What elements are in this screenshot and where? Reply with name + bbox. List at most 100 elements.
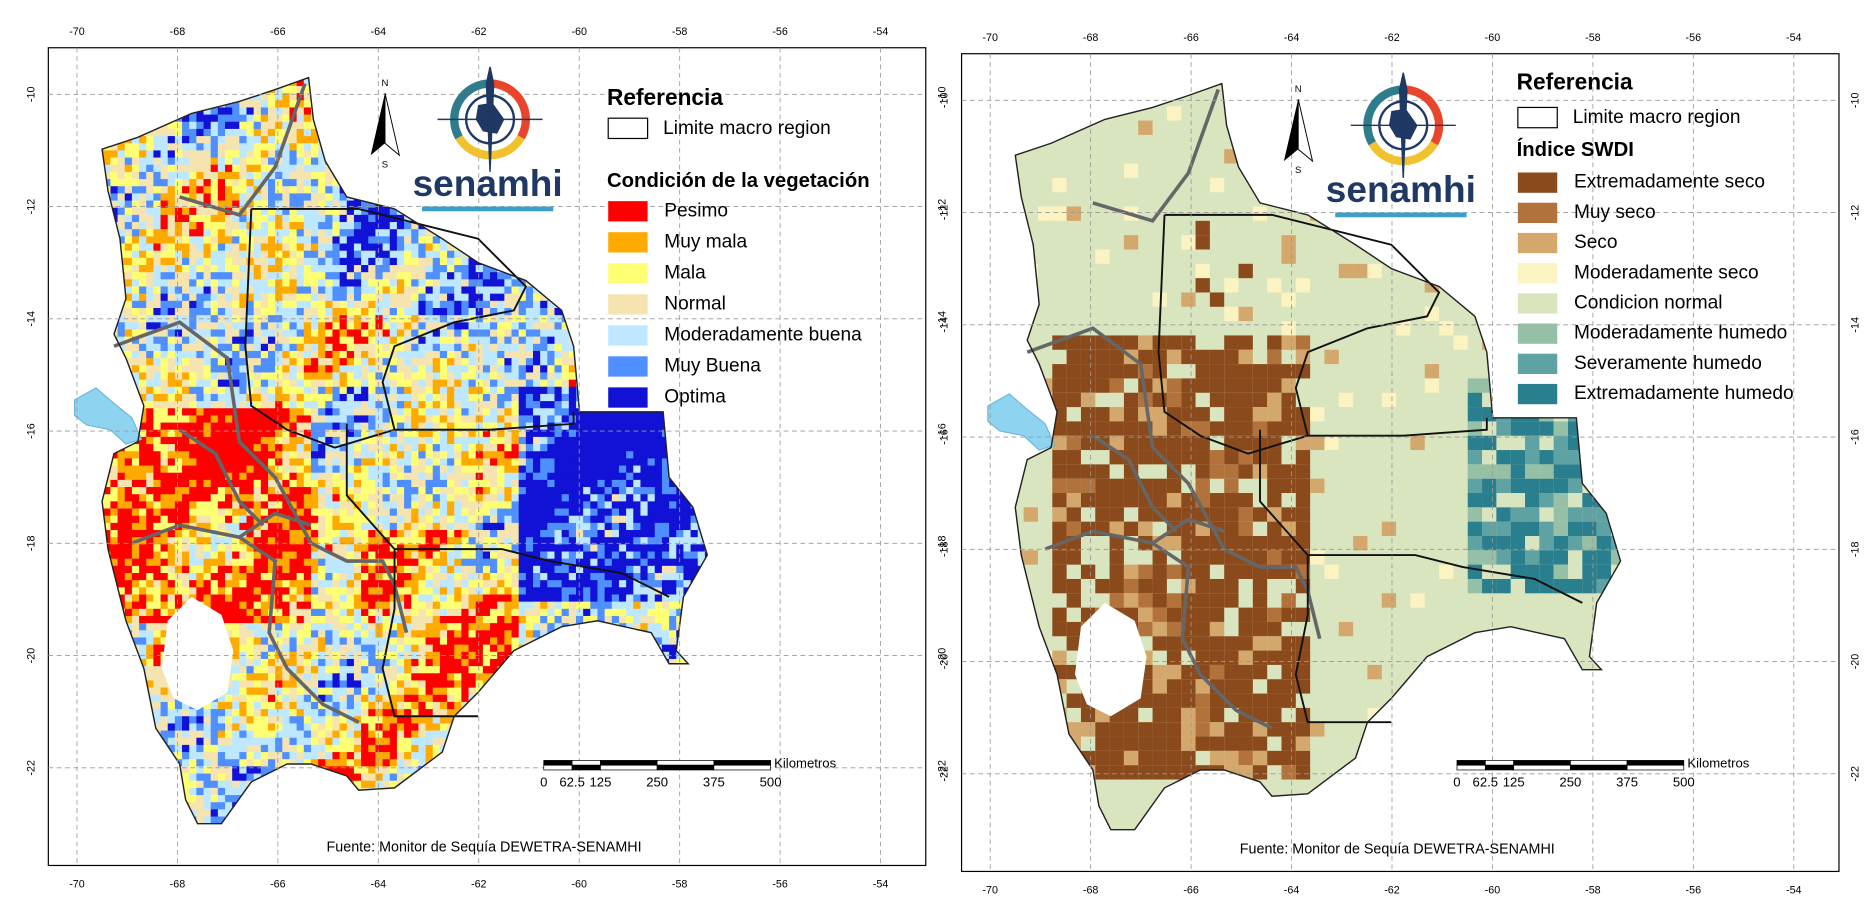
raster-cell bbox=[246, 200, 255, 209]
raster-cell bbox=[325, 422, 333, 431]
raster-cell bbox=[225, 386, 233, 395]
raster-cell bbox=[633, 415, 641, 424]
raster-cell bbox=[318, 393, 326, 402]
raster-cell bbox=[525, 401, 534, 409]
raster-cell bbox=[267, 265, 276, 273]
raster-cell bbox=[411, 408, 419, 416]
raster-cell bbox=[260, 329, 269, 338]
raster-cell bbox=[303, 236, 312, 245]
raster-cell bbox=[124, 465, 133, 474]
raster-cell bbox=[504, 422, 512, 431]
raster-cell bbox=[647, 465, 656, 474]
raster-cell bbox=[260, 186, 269, 194]
raster-cell bbox=[626, 451, 634, 459]
raster-cell bbox=[246, 365, 255, 373]
raster-cell bbox=[182, 250, 190, 259]
raster-cell bbox=[153, 465, 162, 474]
raster-cell bbox=[461, 422, 470, 431]
raster-cell bbox=[396, 336, 405, 345]
raster-cell bbox=[103, 164, 111, 173]
raster-cell bbox=[139, 207, 147, 216]
raster-cell bbox=[131, 200, 140, 209]
raster-cell bbox=[182, 422, 190, 431]
raster-cell bbox=[196, 236, 205, 245]
raster-cell bbox=[303, 157, 312, 166]
raster-cell bbox=[139, 322, 147, 330]
raster-cell bbox=[282, 121, 290, 130]
raster-cell bbox=[533, 358, 541, 366]
raster-cell bbox=[318, 272, 326, 280]
raster-cell bbox=[325, 315, 333, 323]
raster-cell bbox=[303, 401, 312, 409]
raster-cell bbox=[260, 207, 269, 216]
raster-cell bbox=[418, 343, 427, 352]
raster-cell bbox=[225, 444, 233, 452]
raster-cell bbox=[146, 286, 154, 295]
raster-cell bbox=[217, 200, 226, 209]
raster-cell bbox=[167, 164, 176, 173]
raster-cell bbox=[246, 150, 255, 159]
raster-cell bbox=[375, 458, 384, 467]
raster-cell bbox=[289, 250, 298, 259]
raster-cell bbox=[382, 372, 391, 381]
raster-cell bbox=[461, 451, 470, 459]
raster-cell bbox=[361, 293, 369, 302]
raster-cell bbox=[139, 307, 147, 316]
raster-cell bbox=[153, 265, 162, 273]
raster-cell bbox=[547, 372, 555, 381]
raster-cell bbox=[296, 358, 305, 366]
raster-cell bbox=[339, 272, 348, 280]
raster-cell bbox=[282, 329, 290, 338]
raster-cell bbox=[217, 236, 226, 245]
raster-cell bbox=[597, 458, 606, 467]
raster-cell bbox=[511, 386, 520, 395]
raster-cell bbox=[411, 257, 419, 266]
raster-cell bbox=[110, 150, 119, 159]
raster-cell bbox=[490, 444, 498, 452]
raster-cell bbox=[282, 444, 290, 452]
raster-cell bbox=[325, 365, 333, 373]
raster-cell bbox=[461, 336, 470, 345]
raster-cell bbox=[475, 322, 484, 330]
raster-cell bbox=[275, 408, 283, 416]
raster-cell bbox=[146, 322, 154, 330]
raster-cell bbox=[396, 229, 405, 237]
raster-cell bbox=[131, 343, 140, 352]
raster-cell bbox=[196, 336, 205, 345]
raster-cell bbox=[432, 279, 441, 287]
raster-cell bbox=[490, 279, 498, 287]
raster-cell bbox=[325, 322, 333, 330]
raster-cell bbox=[289, 200, 298, 209]
raster-cell bbox=[318, 164, 326, 173]
raster-cell bbox=[361, 444, 369, 452]
raster-cell bbox=[482, 458, 491, 467]
raster-cell bbox=[174, 307, 183, 316]
raster-cell bbox=[174, 207, 183, 216]
raster-cell bbox=[146, 458, 154, 467]
raster-cell bbox=[368, 408, 376, 416]
raster-cell bbox=[289, 128, 298, 137]
raster-cell bbox=[253, 136, 262, 144]
raster-cell bbox=[547, 393, 555, 402]
raster-cell bbox=[461, 358, 470, 366]
raster-cell bbox=[361, 436, 369, 445]
raster-cell bbox=[260, 107, 269, 116]
raster-cell bbox=[418, 329, 427, 338]
raster-cell bbox=[439, 365, 448, 373]
raster-cell bbox=[210, 286, 219, 295]
raster-cell bbox=[210, 150, 219, 159]
raster-cell bbox=[353, 358, 362, 366]
raster-cell bbox=[217, 479, 226, 488]
raster-cell bbox=[275, 465, 283, 474]
raster-cell bbox=[275, 429, 283, 438]
raster-cell bbox=[404, 379, 412, 388]
raster-cell bbox=[217, 408, 226, 416]
raster-cell bbox=[296, 393, 305, 402]
raster-cell bbox=[210, 350, 219, 359]
raster-cell bbox=[303, 365, 312, 373]
raster-cell bbox=[196, 444, 205, 452]
raster-cell bbox=[554, 393, 563, 402]
raster-cell bbox=[490, 329, 498, 338]
raster-cell bbox=[153, 279, 162, 287]
raster-cell bbox=[640, 458, 649, 467]
